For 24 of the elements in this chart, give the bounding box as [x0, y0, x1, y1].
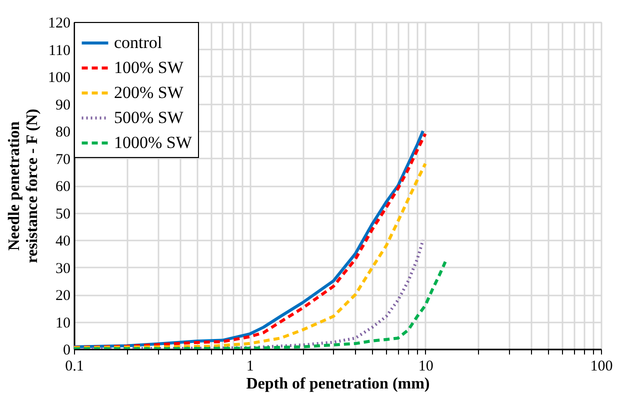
- y-tick-label: 80: [56, 124, 70, 140]
- x-tick-label: 0.1: [65, 358, 84, 374]
- legend-label: 1000% SW: [114, 133, 193, 152]
- y-tick-label: 20: [56, 288, 70, 304]
- legend-label: control: [114, 33, 162, 52]
- x-tick-label: 100: [590, 358, 613, 374]
- y-tick-label: 10: [56, 315, 70, 332]
- y-tick-label: 100: [48, 70, 70, 86]
- y-tick-label: 0: [63, 342, 70, 358]
- legend-label: 500% SW: [114, 108, 184, 127]
- y-axis-title: Needle penetration resistance force - F (N): [6, 108, 41, 264]
- y-tick-label: 60: [56, 179, 70, 195]
- y-tick-label: 70: [56, 152, 70, 168]
- y-tick-label: 30: [56, 260, 70, 277]
- legend-label: 200% SW: [114, 83, 184, 102]
- y-tick-label: 110: [48, 42, 70, 59]
- y-tick-label: 50: [56, 206, 70, 222]
- x-tick-label: 10: [418, 358, 434, 374]
- x-tick-label: 1: [246, 358, 254, 374]
- y-tick-label: 90: [56, 97, 70, 114]
- y-tick-label: 120: [48, 16, 70, 32]
- legend-label: 100% SW: [114, 58, 184, 77]
- x-axis-title: Depth of penetration (mm): [246, 376, 430, 392]
- y-tick-label: 40: [56, 234, 70, 250]
